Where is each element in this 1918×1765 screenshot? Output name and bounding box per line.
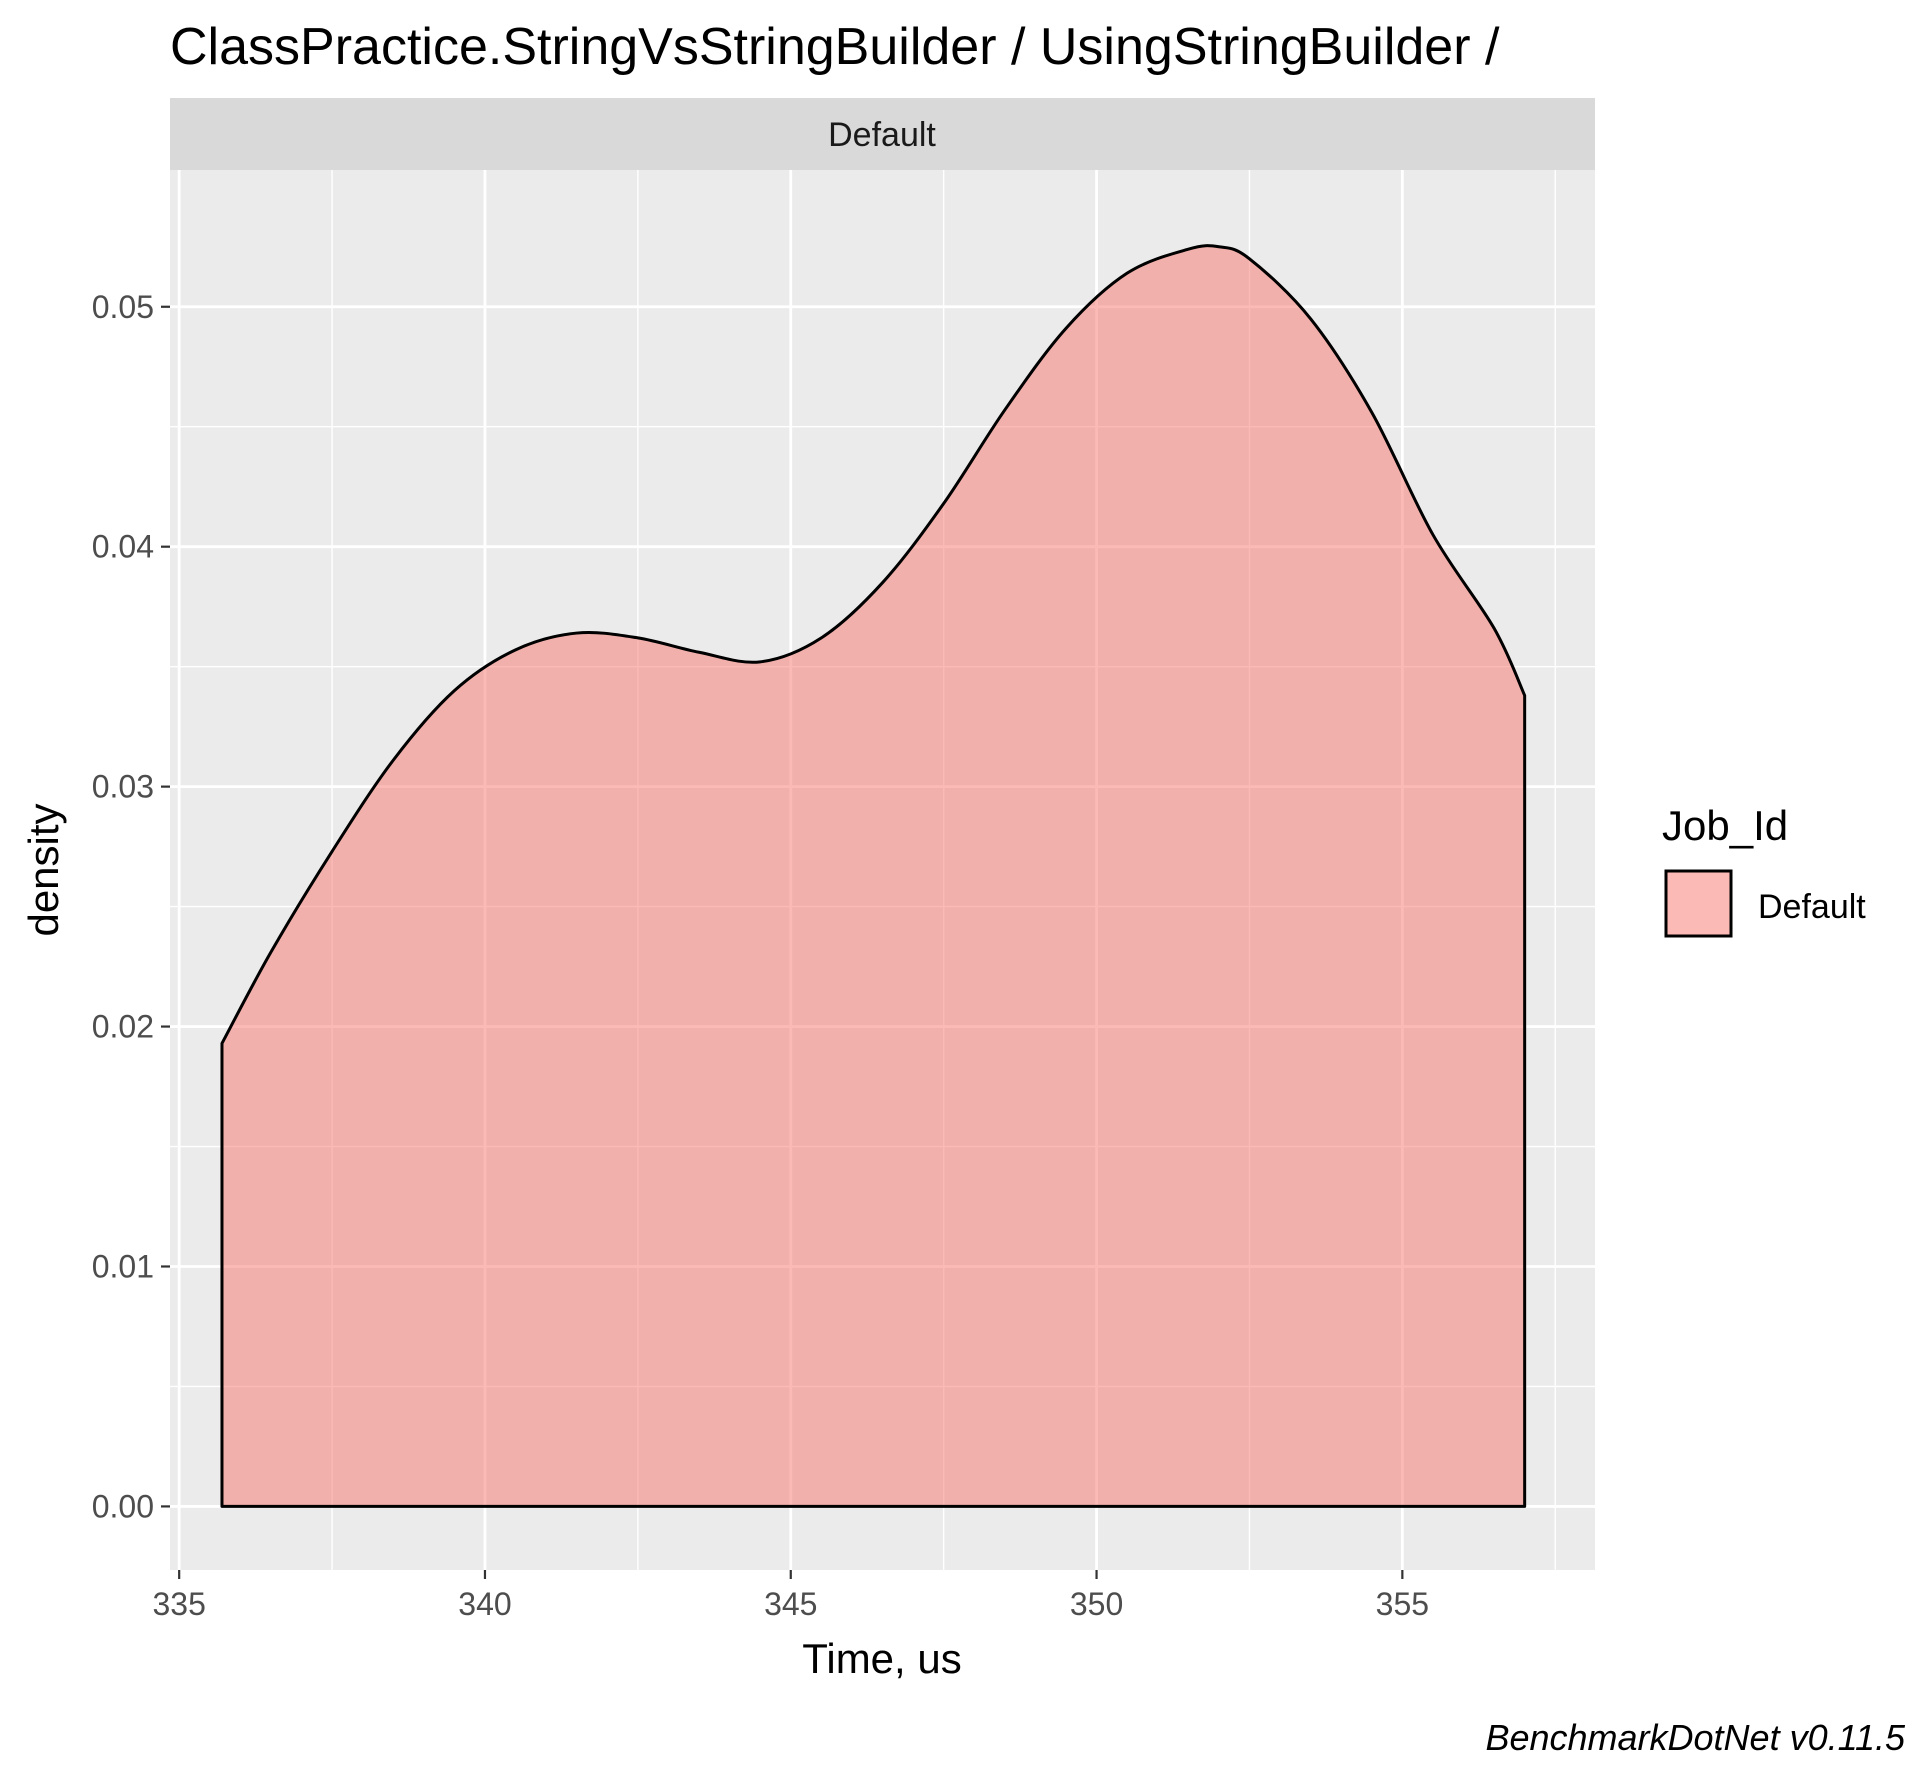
y-tick-label: 0.04: [92, 529, 154, 565]
legend-title: Job_Id: [1662, 802, 1788, 849]
x-tick-label: 345: [764, 1586, 817, 1622]
density-area-series-0: [220, 244, 1527, 1508]
series-layer: [220, 244, 1527, 1508]
x-tick-label: 340: [458, 1586, 511, 1622]
x-tick-label: 335: [152, 1586, 205, 1622]
x-axis: 335 340 345 350 355: [152, 1570, 1429, 1622]
y-tick-label: 0.01: [92, 1248, 154, 1284]
facet-label: Default: [828, 116, 936, 154]
legend-label-default: Default: [1758, 888, 1866, 926]
legend-key-default: [1664, 869, 1733, 938]
y-tick-label: 0.03: [92, 769, 154, 805]
y-tick-label: 0.02: [92, 1009, 154, 1045]
y-tick-label: 0.05: [92, 289, 154, 325]
y-axis: 0.00 0.01 0.02 0.03 0.04 0.05: [92, 289, 170, 1524]
x-axis-title: Time, us: [802, 1635, 961, 1682]
x-tick-label: 350: [1070, 1586, 1123, 1622]
facet-strip: [170, 98, 1595, 170]
caption: BenchmarkDotNet v0.11.5: [1485, 1717, 1906, 1758]
y-tick-label: 0.00: [92, 1488, 154, 1524]
y-axis-title: density: [20, 803, 67, 936]
x-tick-label: 355: [1376, 1586, 1429, 1622]
chart-title: ClassPractice.StringVsStringBuilder / Us…: [170, 18, 1500, 76]
